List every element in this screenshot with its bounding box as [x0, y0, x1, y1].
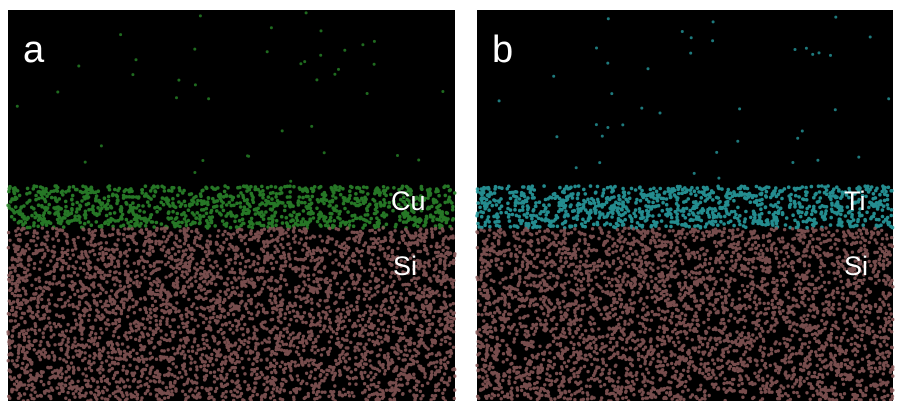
substrate-dots: [6, 226, 457, 401]
layer-label: Ti: [844, 186, 866, 216]
layer-label: Si: [393, 251, 417, 281]
panel: a Cu Si: [6, 10, 457, 401]
panel-label: a: [23, 29, 45, 71]
substrate-dots: [475, 226, 895, 401]
panel-label: b: [492, 29, 513, 71]
film-dots: [6, 184, 457, 230]
layer-label: Cu: [391, 186, 426, 216]
film-dots: [475, 184, 895, 230]
panel: b Ti Si: [475, 10, 895, 401]
layer-label: Si: [844, 251, 868, 281]
